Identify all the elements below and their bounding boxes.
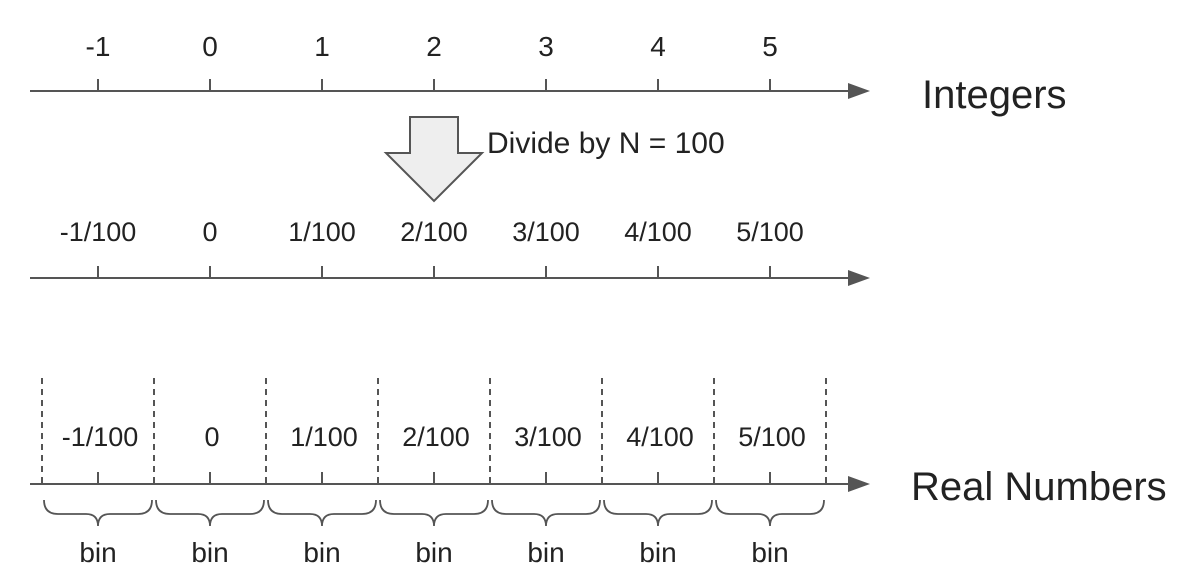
bin-brace — [715, 499, 825, 527]
integer-axis-tick-label: 0 — [202, 31, 218, 62]
divide-label: Divide by N = 100 — [487, 127, 725, 160]
fraction-axis-tick-label: 0 — [202, 217, 217, 247]
down-arrow-icon — [383, 116, 485, 203]
bin-label: bin — [527, 537, 564, 568]
integer-axis-tick-label: 1 — [314, 31, 330, 62]
fraction-axis-tick-label: 5/100 — [736, 217, 804, 247]
bin-value-label: 3/100 — [514, 422, 582, 452]
bin-label: bin — [79, 537, 116, 568]
bin-value-label: -1/100 — [62, 422, 139, 452]
bin-brace — [43, 499, 153, 527]
fraction-axis-tick-label: 2/100 — [400, 217, 468, 247]
integer-axis-tick-label: 3 — [538, 31, 554, 62]
bin-brace — [155, 499, 265, 527]
fraction-axis-tick-label: -1/100 — [60, 217, 137, 247]
bin-brace — [379, 499, 489, 527]
bin-value-label: 0 — [204, 422, 219, 452]
integer-axis-title: Integers — [922, 73, 1067, 117]
bin-label: bin — [639, 537, 676, 568]
fraction-axis: -1/100 0 1/100 2/100 3/100 4/100 5/100 — [30, 217, 870, 286]
bin-value-label: 4/100 — [626, 422, 694, 452]
integer-axis-tick-label: 5 — [762, 31, 778, 62]
bin-brace — [491, 499, 601, 527]
bin-value-label: 1/100 — [290, 422, 358, 452]
integer-axis-tick-label: 4 — [650, 31, 666, 62]
real-axis-title: Real Numbers — [911, 465, 1167, 509]
bin-label: bin — [191, 537, 228, 568]
bin-label: bin — [751, 537, 788, 568]
fraction-axis-tick-label: 3/100 — [512, 217, 580, 247]
bin-label: bin — [415, 537, 452, 568]
bin-value-label: 2/100 — [402, 422, 470, 452]
bin-value-label: 5/100 — [738, 422, 806, 452]
real-axis-arrowhead — [848, 476, 870, 492]
fraction-axis-tick-label: 1/100 — [288, 217, 356, 247]
integer-axis-tick-label: 2 — [426, 31, 442, 62]
bin-brace — [603, 499, 713, 527]
fraction-axis-tick-label: 4/100 — [624, 217, 692, 247]
bin-brace — [267, 499, 377, 527]
real-axis: -1/100 0 1/100 2/100 3/100 4/100 5/100 bin bin b… — [30, 378, 1167, 568]
fraction-axis-arrowhead — [848, 270, 870, 286]
integer-axis: -1 0 1 2 3 4 5 Integers — [30, 31, 1067, 117]
divide-transform: Divide by N = 100 — [383, 116, 725, 203]
integer-axis-arrowhead — [848, 83, 870, 99]
bin-label: bin — [303, 537, 340, 568]
integer-axis-tick-label: -1 — [86, 31, 111, 62]
